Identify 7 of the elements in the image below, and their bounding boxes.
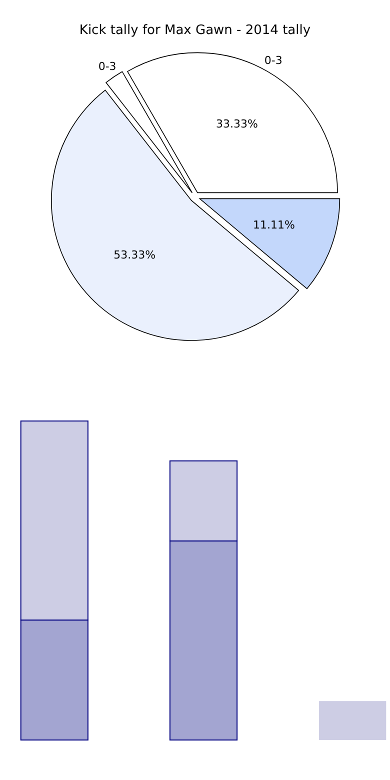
slice-label: 0-3 xyxy=(98,60,116,74)
bar xyxy=(319,701,386,740)
slice-label: 0-3 xyxy=(264,54,282,68)
data-label: 53.33% xyxy=(114,248,156,262)
data-label: 11.11% xyxy=(252,218,295,232)
chart-title: Kick tally for Max Gawn - 2014 tally xyxy=(79,23,311,38)
data-label: 33.33% xyxy=(216,117,258,130)
